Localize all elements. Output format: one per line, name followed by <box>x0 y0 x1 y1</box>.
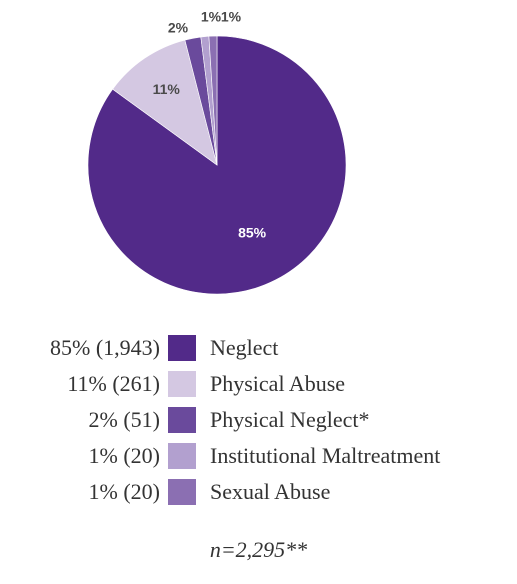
legend-item-physical-abuse: 11% (261) Physical Abuse <box>0 367 517 403</box>
legend-item-neglect: 85% (1,943) Neglect <box>0 331 517 367</box>
footnote-sample-size: n=2,295** <box>209 537 308 562</box>
legend: 85% (1,943) Neglect 11% (261) Physical Abus… <box>0 331 517 511</box>
legend-swatch <box>168 335 196 361</box>
legend-label: Institutional Maltreatment <box>210 443 441 468</box>
pie-chart: 85% 11% 2% 1% 1% <box>87 9 347 295</box>
legend-label: Sexual Abuse <box>210 479 331 504</box>
legend-value: 1% (20) <box>88 479 160 504</box>
legend-value: 85% (1,943) <box>50 335 160 360</box>
slice-label-sexual-abuse: 1% <box>221 9 242 25</box>
legend-label: Physical Abuse <box>210 371 346 396</box>
legend-swatch <box>168 407 196 433</box>
slice-label-institutional-maltreatment: 1% <box>201 9 222 25</box>
slice-label-neglect: 85% <box>238 225 267 241</box>
legend-value: 2% (51) <box>88 407 160 432</box>
legend-item-physical-neglect: 2% (51) Physical Neglect* <box>0 403 517 439</box>
legend-value: 11% (261) <box>67 371 160 396</box>
legend-swatch <box>168 443 196 469</box>
slice-label-physical-abuse: 11% <box>153 81 181 97</box>
pie-slice-sexual-abuse <box>208 35 218 166</box>
legend-item-institutional-maltreatment: 1% (20) Institutional Maltreatment <box>0 439 517 475</box>
slice-label-physical-neglect: 2% <box>168 20 189 36</box>
legend-label: Neglect <box>210 335 279 360</box>
legend-item-sexual-abuse: 1% (20) Sexual Abuse <box>0 475 517 511</box>
legend-label: Physical Neglect* <box>210 407 370 432</box>
legend-swatch <box>168 479 196 505</box>
legend-swatch <box>168 371 196 397</box>
pie-slice-physical-abuse <box>112 39 218 166</box>
legend-value: 1% (20) <box>88 443 160 468</box>
